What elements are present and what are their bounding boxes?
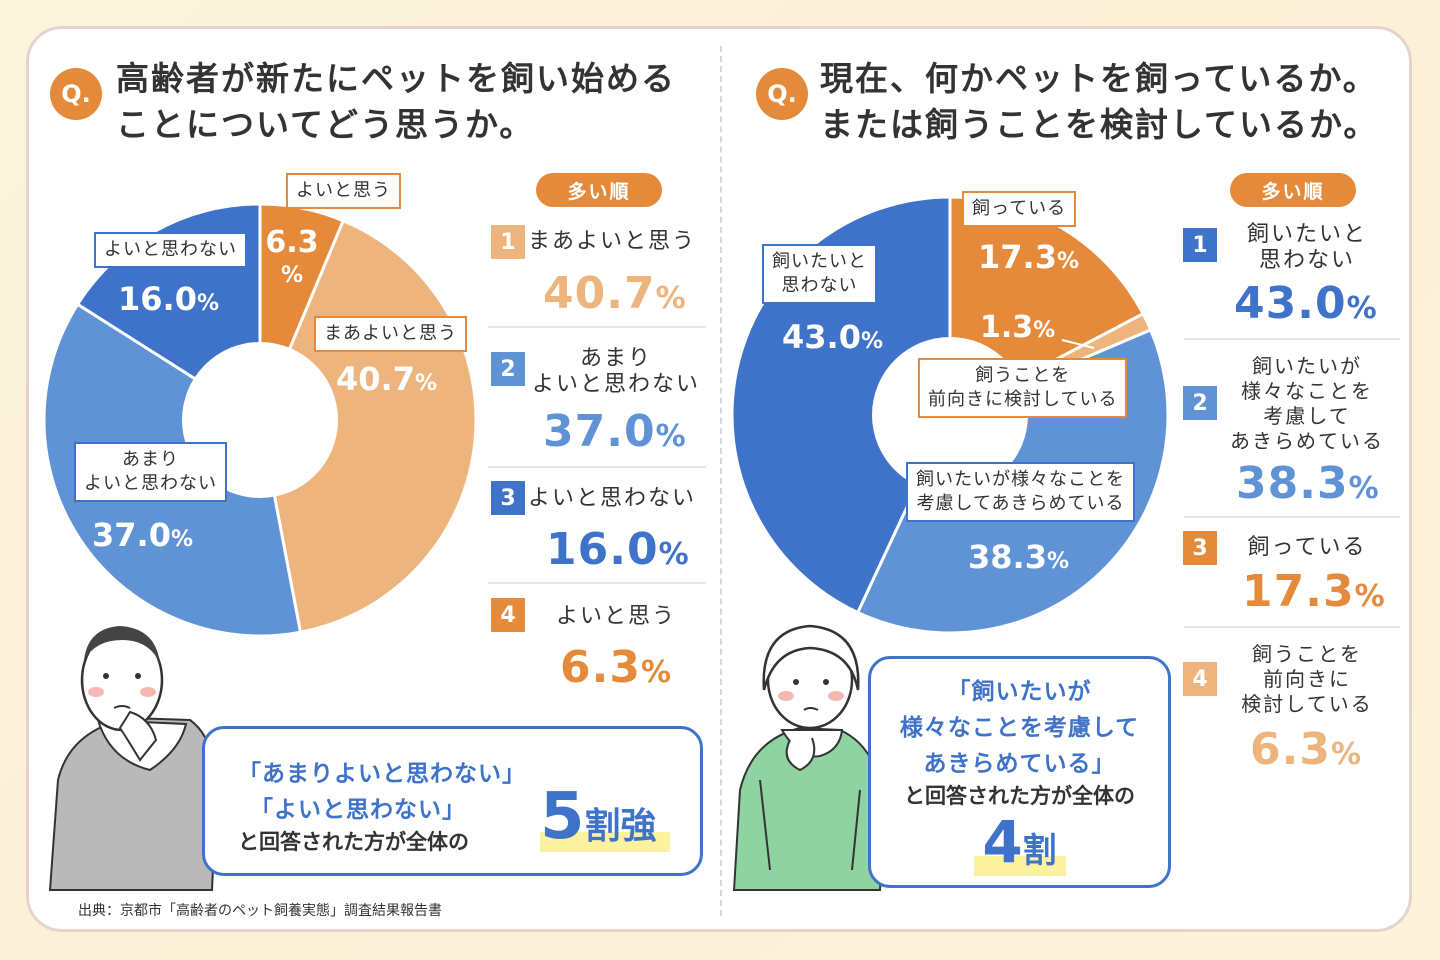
- left-label-not-very-good: あまり よいと思わない: [74, 442, 227, 502]
- right-rank-3-badge: 3: [1183, 531, 1217, 565]
- left-label-not-good: よいと思わない: [94, 232, 247, 268]
- right-rank-4-badge: 4: [1183, 662, 1217, 696]
- right-rank-4-value: 6.3%: [1250, 724, 1363, 775]
- right-label-keeping: 飼っている: [962, 191, 1077, 227]
- right-rank-3-label: 飼っている: [1247, 535, 1367, 560]
- right-question-badge: Q.: [756, 68, 808, 120]
- left-question-badge: Q.: [50, 68, 102, 120]
- right-question-title-line1: 現在、何かペットを飼っているか。: [820, 59, 1378, 98]
- left-rank-2-label: あまり よいと思わない: [531, 346, 700, 397]
- left-rank-4-value: 6.3%: [560, 642, 673, 693]
- left-label-somewhat-good: まあよいと思う: [314, 316, 467, 352]
- left-value-not-good: 16.0%: [118, 280, 219, 318]
- right-question-title-line2: または飼うことを検討しているか。: [820, 105, 1379, 144]
- left-rank-separator: [488, 326, 706, 328]
- right-rank-separator: [1184, 626, 1400, 628]
- right-considering-leader: [1061, 339, 1095, 349]
- center-divider: [720, 46, 722, 916]
- left-value-somewhat-good: 40.7%: [336, 360, 437, 398]
- left-rank-3-badge: 3: [491, 481, 525, 515]
- left-callout-highlight: 5割強: [540, 780, 657, 854]
- left-rank-3-value: 16.0%: [546, 524, 690, 575]
- left-rank-1-label: まあよいと思う: [528, 229, 697, 254]
- left-question-title-line2: ことについてどう思うか。: [116, 105, 535, 144]
- left-highlight-marker: [540, 832, 670, 852]
- right-rank-2-value: 38.3%: [1236, 458, 1380, 509]
- left-question-title-line1: 高齢者が新たにペットを飼い始める: [116, 59, 676, 98]
- right-label-given-up: 飼いたいが様々なことを 考慮してあきらめている: [906, 462, 1135, 522]
- right-rank-1-label: 飼いたいと 思わない: [1246, 222, 1367, 273]
- left-rank-1-value: 40.7%: [543, 268, 687, 319]
- left-rank-3-label: よいと思わない: [528, 486, 697, 511]
- right-rank-1-badge: 1: [1183, 228, 1217, 262]
- right-rank-2-label: 飼いたいが 様々なことを 考慮して あきらめている: [1230, 354, 1384, 453]
- left-rank-2-badge: 2: [491, 352, 525, 386]
- left-rank-separator: [488, 466, 706, 468]
- right-rank-separator: [1184, 338, 1400, 340]
- right-ranking-pill: 多い順: [1230, 173, 1356, 207]
- left-label-good: よいと思う: [286, 173, 401, 209]
- left-callout-line2: 「よいと思わない」: [250, 797, 466, 823]
- right-callout-line2: 様々なことを考慮して: [899, 715, 1140, 741]
- right-highlight-marker: [974, 856, 1066, 876]
- left-callout-line3: と回答された方が全体の: [238, 830, 469, 854]
- right-rank-3-value: 17.3%: [1242, 566, 1386, 617]
- left-rank-separator: [488, 582, 706, 584]
- right-value-given-up: 38.3%: [968, 538, 1069, 576]
- left-rank-4-label: よいと思う: [556, 604, 677, 629]
- left-rank-2-value: 37.0%: [543, 406, 687, 457]
- right-callout-line3: あきらめている」: [923, 751, 1116, 777]
- right-callout-line4: と回答された方が全体の: [904, 784, 1135, 808]
- right-rank-1-value: 43.0%: [1234, 278, 1378, 329]
- right-callout-line1: 「飼いたいが: [947, 679, 1092, 705]
- right-value-keeping: 17.3%: [978, 238, 1079, 276]
- source-citation: 出典：京都市「高齢者のペット飼養実態」調査結果報告書: [78, 903, 442, 919]
- right-rank-4-label: 飼うことを 前向きに 検討している: [1241, 642, 1373, 716]
- right-label-considering: 飼うことを 前向きに検討している: [918, 358, 1128, 418]
- left-summary-callout: [202, 726, 703, 876]
- right-rank-2-badge: 2: [1183, 386, 1217, 420]
- right-value-not-want: 43.0%: [782, 318, 883, 356]
- left-value-good: 6.3%: [265, 225, 319, 289]
- left-rank-1-badge: 1: [491, 225, 525, 259]
- right-summary-callout: [868, 656, 1171, 888]
- right-value-considering: 1.3%: [980, 310, 1056, 345]
- left-callout-line1: 「あまりよいと思わない」: [238, 761, 526, 787]
- right-label-not-want: 飼いたいと 思わない: [762, 244, 877, 304]
- right-rank-separator: [1184, 516, 1400, 518]
- left-rank-4-badge: 4: [491, 598, 525, 632]
- right-callout-highlight: 4割: [982, 808, 1057, 876]
- left-ranking-pill: 多い順: [536, 173, 662, 207]
- left-value-not-very-good: 37.0%: [92, 516, 193, 554]
